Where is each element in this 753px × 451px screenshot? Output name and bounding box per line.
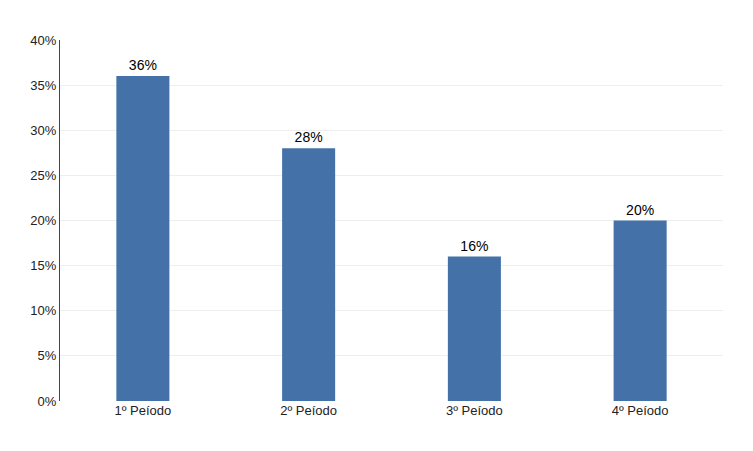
- svg-text:20%: 20%: [626, 202, 654, 218]
- svg-text:0%: 0%: [38, 394, 57, 409]
- svg-text:36%: 36%: [129, 57, 157, 73]
- svg-text:1º Peíodo: 1º Peíodo: [114, 403, 171, 418]
- svg-text:40%: 40%: [30, 33, 56, 48]
- svg-text:16%: 16%: [460, 238, 488, 254]
- svg-text:35%: 35%: [30, 78, 56, 93]
- svg-text:15%: 15%: [30, 258, 56, 273]
- svg-text:10%: 10%: [30, 303, 56, 318]
- svg-text:25%: 25%: [30, 168, 56, 183]
- svg-text:20%: 20%: [30, 213, 56, 228]
- svg-text:2º Peíodo: 2º Peíodo: [280, 403, 337, 418]
- svg-text:30%: 30%: [30, 123, 56, 138]
- svg-text:28%: 28%: [295, 129, 323, 145]
- svg-text:3º Peíodo: 3º Peíodo: [446, 403, 503, 418]
- svg-text:5%: 5%: [38, 348, 57, 363]
- svg-text:4º Peíodo: 4º Peíodo: [612, 403, 669, 418]
